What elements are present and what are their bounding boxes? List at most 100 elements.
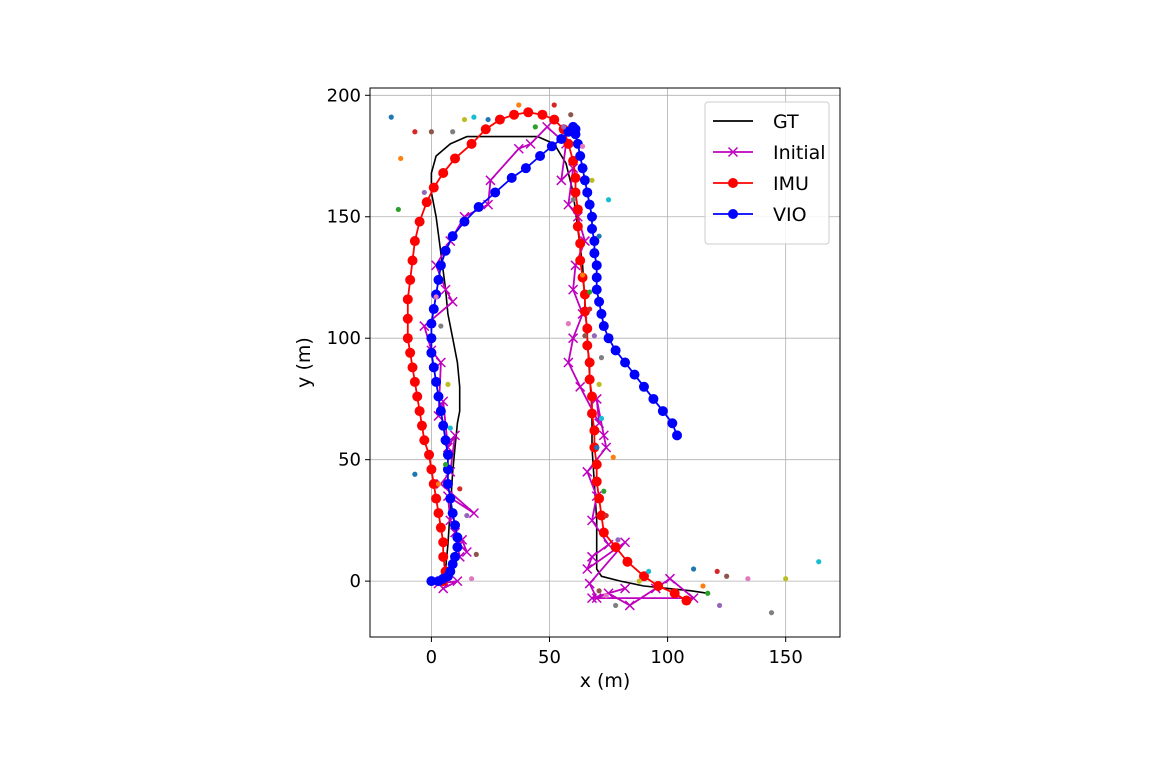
landmark-point <box>395 206 401 213</box>
imu-point <box>450 153 461 164</box>
imu-point <box>563 138 574 149</box>
legend-initial-marker <box>727 146 739 158</box>
landmark-point <box>412 129 418 135</box>
legend: GT Initial IMU VIO <box>704 101 830 245</box>
imu-point <box>591 476 602 487</box>
imu-point <box>587 408 598 419</box>
imu-point <box>596 510 607 521</box>
imu-point <box>653 580 664 591</box>
imu-point <box>414 406 425 417</box>
initial-point <box>664 573 675 584</box>
y-tick-label: 200 <box>327 85 361 106</box>
landmark-point <box>442 461 449 468</box>
landmark-point <box>596 381 602 387</box>
landmark-point <box>603 512 609 519</box>
vio-point <box>587 211 598 222</box>
initial-point <box>525 138 536 149</box>
vio-point <box>428 362 439 373</box>
legend-imu-marker <box>728 178 738 188</box>
landmark-point <box>598 415 605 421</box>
vio-point <box>535 151 546 162</box>
imu-point <box>568 155 579 166</box>
landmark-point <box>610 454 616 460</box>
x-tick-label: 150 <box>768 647 802 668</box>
vio-point <box>546 141 557 152</box>
landmark-point <box>464 512 470 519</box>
landmark-point <box>716 602 723 609</box>
imu-point <box>416 420 427 431</box>
landmark-point <box>445 381 451 387</box>
vio-point <box>431 376 442 387</box>
imu-point <box>622 556 633 567</box>
imu-point <box>591 459 602 470</box>
vio-point <box>570 129 581 140</box>
vio-point <box>435 260 446 271</box>
x-axis-label: x (m) <box>580 670 631 692</box>
imu-point <box>572 221 583 232</box>
landmark-point <box>561 124 567 130</box>
legend-initial-label: Initial <box>773 142 826 164</box>
vio-point <box>452 542 463 553</box>
initial-point <box>563 357 574 368</box>
landmark-point <box>473 551 479 558</box>
vio-point <box>473 202 484 213</box>
landmark-point <box>816 559 822 565</box>
imu-point <box>587 391 598 402</box>
vio-point <box>591 272 602 283</box>
imu-point <box>409 376 420 387</box>
imu-point <box>407 255 418 266</box>
vio-point <box>589 236 600 247</box>
landmark-point <box>700 583 706 589</box>
imu-point <box>570 187 581 198</box>
imu-point <box>575 255 586 266</box>
landmark-point <box>601 488 607 494</box>
vio-point <box>589 248 600 259</box>
initial-point <box>586 551 598 562</box>
landmark-point <box>603 593 609 599</box>
initial-point <box>568 284 579 295</box>
imu-point <box>426 464 437 475</box>
initial-point <box>598 430 609 441</box>
initial-point <box>586 515 598 526</box>
vio-point <box>433 391 444 402</box>
vio-point <box>435 406 446 417</box>
y-tick-label: 150 <box>327 207 361 228</box>
initial-point <box>468 508 479 519</box>
landmark-point <box>705 590 711 596</box>
landmark-point <box>485 116 491 123</box>
landmark-point <box>714 568 720 575</box>
imu-point <box>570 172 581 183</box>
initial-point <box>568 163 579 174</box>
landmark-point <box>388 114 394 120</box>
vio-point <box>591 284 602 295</box>
initial-point <box>582 563 593 575</box>
imu-point <box>537 109 548 120</box>
imu-point <box>598 527 609 538</box>
vio-point <box>596 308 607 319</box>
initial-point <box>582 466 593 477</box>
landmark-point <box>568 112 574 118</box>
initial-point <box>513 143 524 154</box>
imu-point <box>412 391 423 402</box>
landmark-point <box>450 129 456 135</box>
imu-point <box>405 347 416 358</box>
landmark-point <box>589 177 595 183</box>
vio-point <box>672 430 683 441</box>
imu-point <box>575 238 586 249</box>
vio-point <box>506 172 517 183</box>
vio-point <box>445 493 456 504</box>
vio-point <box>447 508 458 519</box>
landmark-points <box>388 102 822 616</box>
vio-point <box>582 187 593 198</box>
vio-point <box>638 381 649 392</box>
vio-point <box>629 369 640 380</box>
initial-point <box>591 593 602 604</box>
landmark-point <box>461 116 468 123</box>
axis-ticks: 0 50 100 150 0 50 100 150 200 <box>327 85 803 668</box>
landmark-point <box>768 610 775 616</box>
initial-point <box>447 296 458 307</box>
landmark-point <box>565 321 571 327</box>
vio-point <box>426 333 437 344</box>
